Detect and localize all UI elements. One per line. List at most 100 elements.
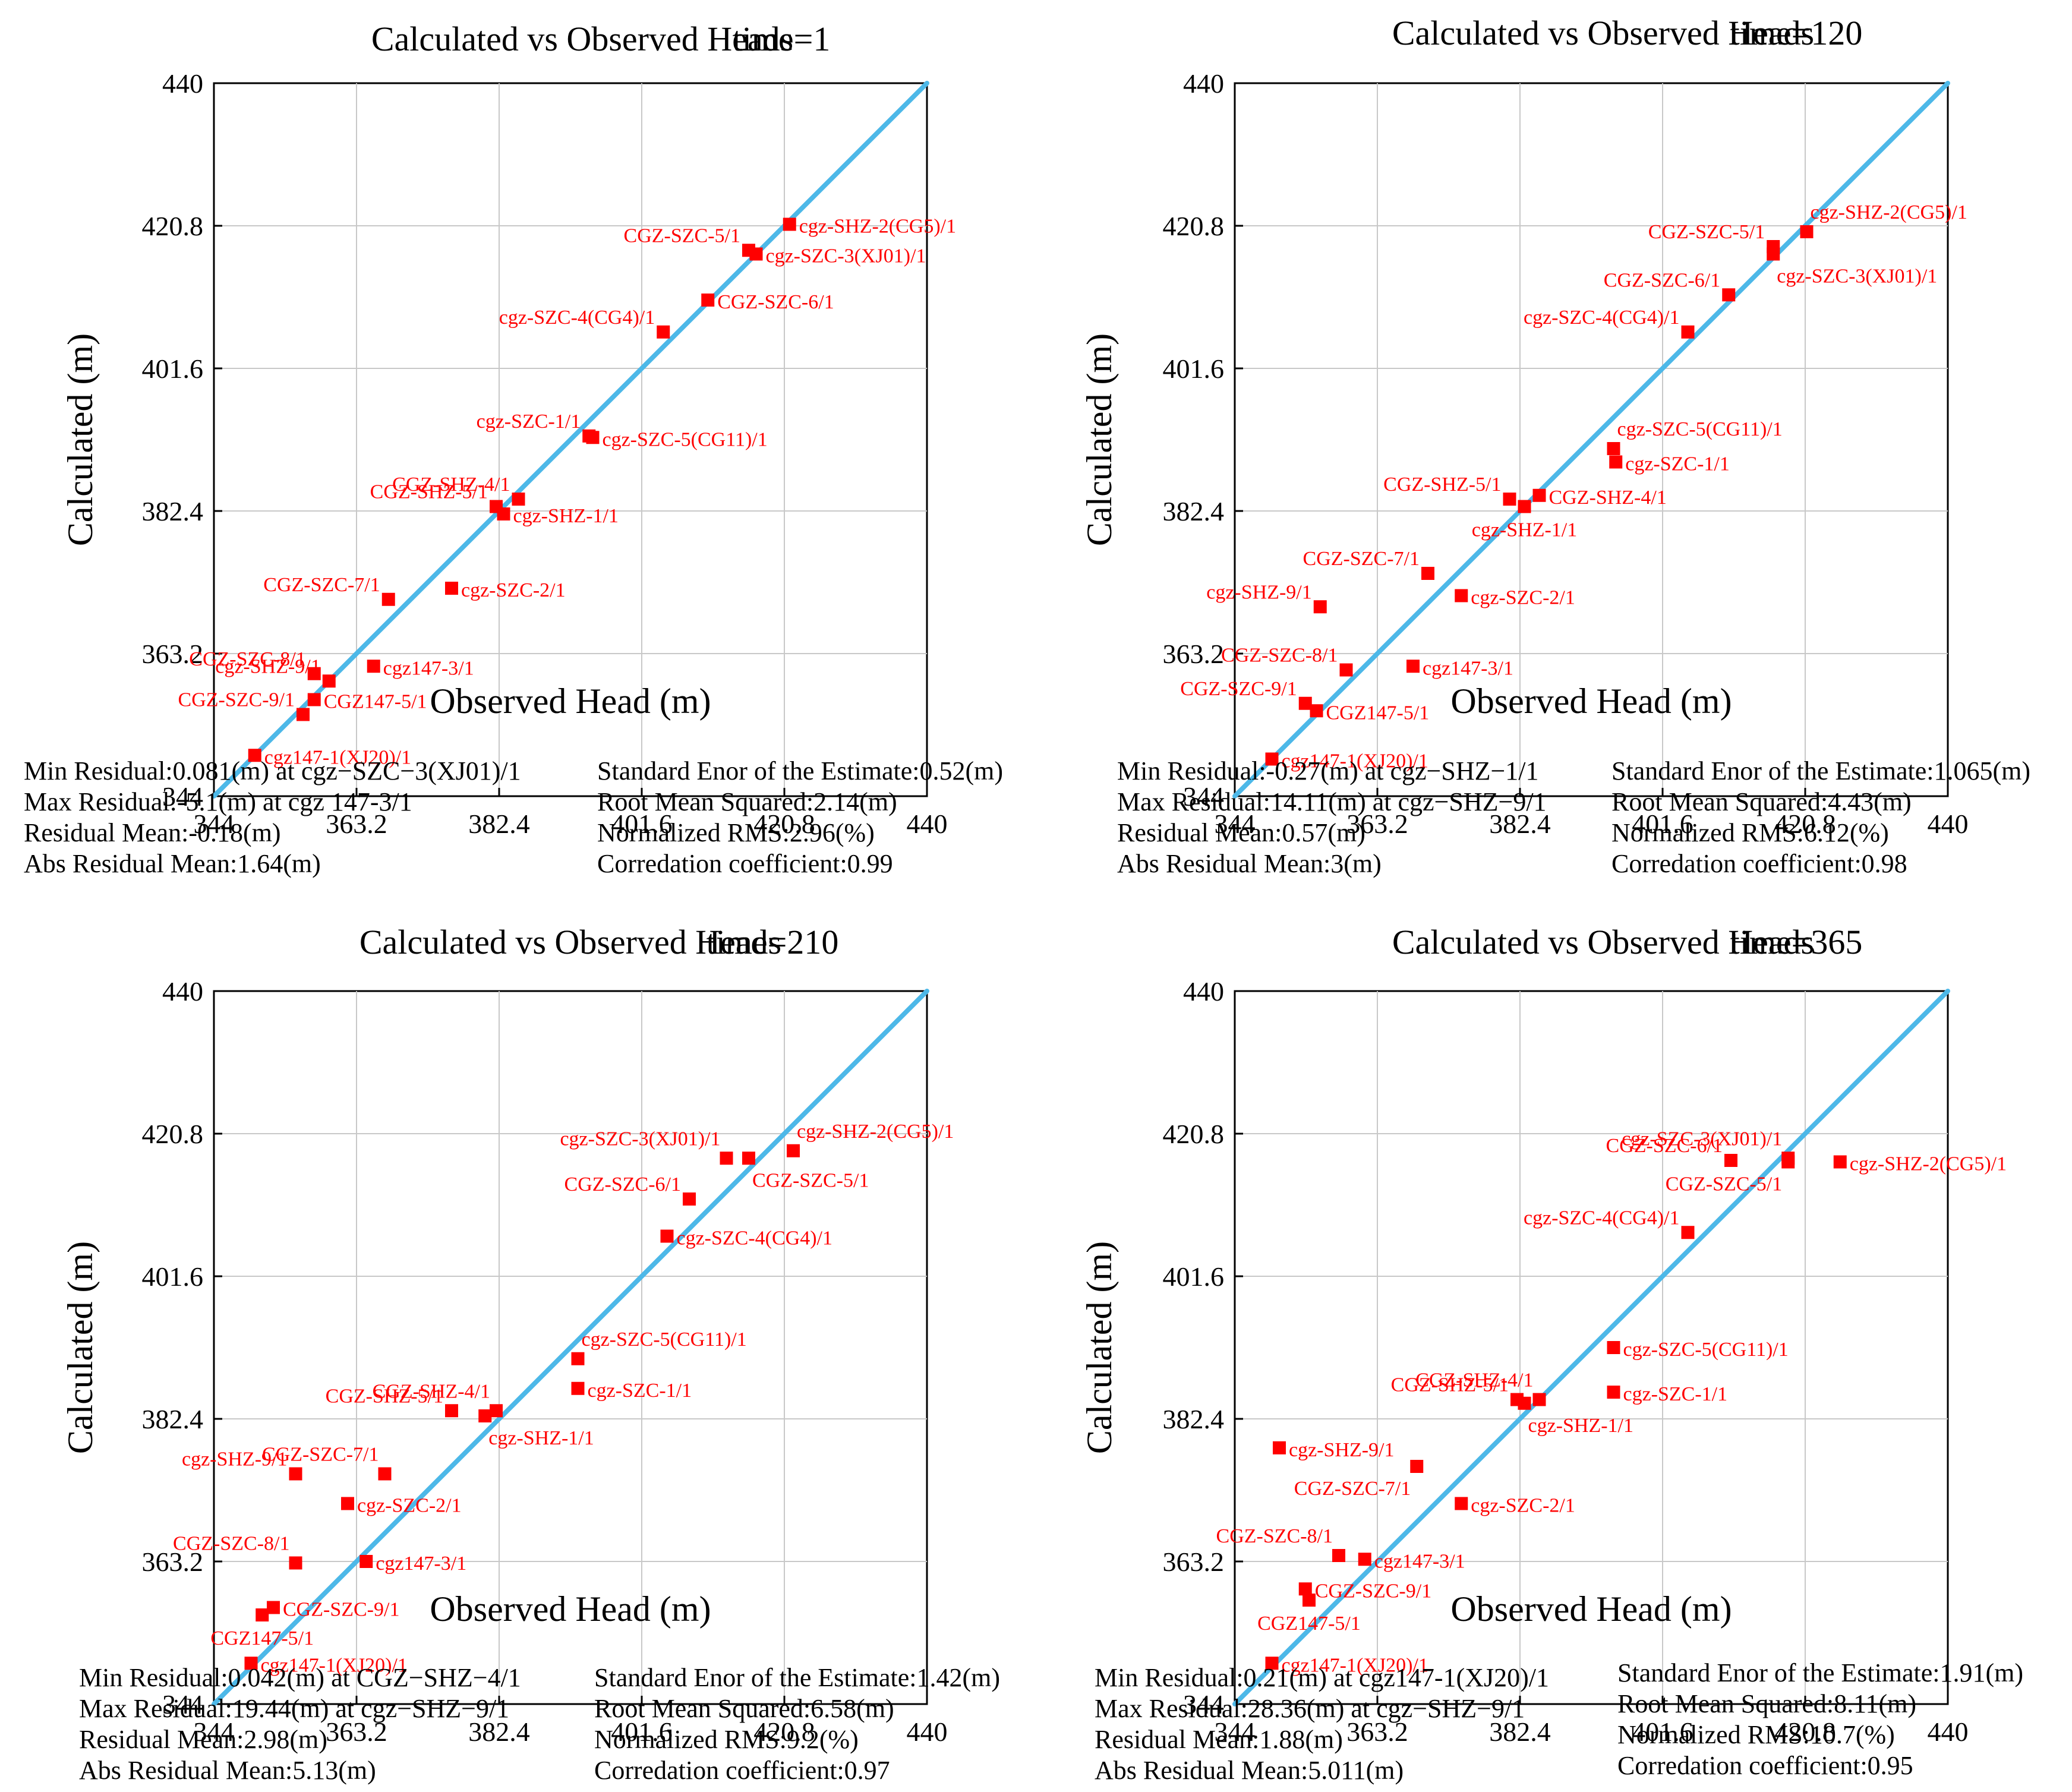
data-label: CGZ147-5/1 — [210, 1627, 314, 1649]
data-label: cgz-SHZ-1/1 — [1472, 519, 1578, 541]
data-label: cgz-SZC-3(XJ01)/1 — [1777, 266, 1937, 288]
stats-line: Max Residual:28.36(m) at cgz−SHZ−9/1 — [1095, 1694, 1525, 1723]
data-point — [1681, 1226, 1695, 1239]
data-label: cgz147-1(XJ20)/1 — [261, 1654, 408, 1676]
data-label: cgz-SHZ-9/1 — [1206, 581, 1312, 603]
data-label: cgz147-3/1 — [383, 657, 474, 679]
data-point — [1518, 1396, 1531, 1410]
stats-line: Root Mean Squared:8.11(m) — [1617, 1689, 1917, 1718]
stats-line: Min Residual:0.042(m) at CGZ−SHZ−4/1 — [79, 1663, 521, 1692]
y-tick-label: 401.6 — [1163, 1261, 1225, 1292]
data-point — [1455, 1497, 1468, 1510]
data-point — [445, 582, 458, 595]
data-point — [1410, 1460, 1424, 1473]
stats-line: Min Residual:0.081(m) at cgz−SZC−3(XJ01)… — [24, 756, 521, 785]
data-point — [381, 592, 395, 606]
x-axis-label: Observed Head (m) — [1450, 1589, 1732, 1629]
data-label: cgz-SZC-2/1 — [1471, 587, 1575, 609]
chart-time-label: time=210 — [707, 923, 839, 961]
x-tick-label: 344 — [1215, 809, 1256, 839]
stats-left-time-120: Min Residual:-0.27(m) at cgz−SHZ−1/1 Max … — [1117, 756, 1547, 879]
stats-line: Root Mean Squared:6.58(m) — [594, 1694, 894, 1723]
data-point — [256, 1608, 269, 1621]
y-tick-label: 363.2 — [142, 639, 204, 669]
stats-left-time-365: Min Residual:0.21(m) at cgz147-1(XJ20)/1… — [1095, 1662, 1549, 1786]
data-point — [1298, 1582, 1312, 1596]
chart-time-label: time=120 — [1730, 14, 1863, 52]
data-label: CGZ-SZC-9/1 — [283, 1599, 399, 1621]
y-tick-label: 344 — [1183, 781, 1224, 812]
data-label: CGZ-SHZ-5/1 — [370, 481, 488, 503]
stats-line: Normalized RMS:6.12(%) — [1611, 818, 1889, 847]
data-point — [683, 1192, 696, 1206]
y-tick-label: 420.8 — [1163, 211, 1225, 241]
data-point — [1800, 225, 1814, 238]
y-tick-label: 363.2 — [1163, 1547, 1225, 1577]
y-axis-label: Calculated (m) — [1080, 1241, 1119, 1454]
y-tick-label: 401.6 — [142, 1261, 204, 1292]
stats-line: Residual Mean:1.88(m) — [1095, 1725, 1343, 1754]
x-tick-label: 382.4 — [1489, 1717, 1551, 1747]
data-point — [1607, 442, 1620, 455]
data-label: cgz-SHZ-2(CG5)/1 — [797, 1121, 954, 1143]
chart-time-label: time=1 — [733, 20, 831, 58]
data-point — [341, 1497, 354, 1510]
chart-title: Calculated vs Observed Heads — [359, 923, 781, 961]
x-tick-label: 440 — [907, 809, 948, 839]
stats-line: Max Residual:-5.1(m) at cgz 147-3/1 — [24, 787, 412, 816]
x-tick-label: 344 — [194, 1717, 235, 1747]
data-point — [749, 247, 763, 261]
x-axis-label: Observed Head (m) — [430, 682, 711, 721]
data-label: CGZ-SZC-5/1 — [1648, 221, 1765, 243]
data-label: cgz-SHZ-1/1 — [513, 505, 619, 527]
data-label: CGZ-SZC-8/1 — [173, 1533, 289, 1555]
data-point — [571, 1381, 585, 1395]
data-label: CGZ-SHZ-4/1 — [1415, 1370, 1533, 1392]
data-point — [720, 1151, 733, 1165]
data-label: CGZ-SHZ-5/1 — [1391, 1374, 1509, 1396]
x-tick-label: 440 — [1928, 1717, 1969, 1747]
data-label: cgz-SHZ-1/1 — [488, 1427, 594, 1449]
data-label: cgz-SZC-2/1 — [461, 579, 566, 601]
data-point — [322, 674, 336, 688]
stats-line: Residual Mean:0.57(m) — [1117, 818, 1365, 847]
data-label: CGZ-SZC-8/1 — [1221, 645, 1338, 667]
stats-line: Normalized RMS:10.7(%) — [1617, 1720, 1895, 1749]
stats-line: Abs Residual Mean:1.64(m) — [24, 849, 321, 878]
stats-left-time-1: Min Residual:0.081(m) at cgz−SZC−3(XJ01)… — [24, 756, 521, 879]
data-label: cgz-SZC-5(CG11)/1 — [1617, 418, 1783, 440]
data-point — [1532, 488, 1546, 502]
data-point — [307, 667, 321, 680]
data-label: CGZ-SZC-6/1 — [1606, 1135, 1723, 1157]
x-tick-label: 401.6 — [1632, 809, 1693, 839]
data-label: cgz-SZC-1/1 — [477, 411, 581, 433]
data-point — [1298, 696, 1312, 710]
stats-line: Standard Enor of the Estimate:1.42(m) — [594, 1663, 1001, 1692]
chart-title: Calculated vs Observed Heads — [1392, 923, 1814, 961]
y-tick-label: 401.6 — [1163, 354, 1225, 384]
data-point — [1339, 663, 1353, 677]
stats-line: Abs Residual Mean:5.13(m) — [79, 1756, 376, 1785]
data-label: cgz-SZC-5(CG11)/1 — [1623, 1339, 1789, 1361]
data-point — [1722, 288, 1736, 302]
y-tick-label: 344 — [1183, 1689, 1224, 1720]
data-label: CGZ147-5/1 — [324, 691, 427, 713]
data-label: CGZ-SZC-7/1 — [1303, 548, 1420, 570]
data-point — [701, 294, 715, 307]
data-label: CGZ-SHZ-4/1 — [1549, 487, 1667, 509]
data-point — [1724, 1154, 1737, 1167]
data-label: CGZ-SZC-9/1 — [1180, 678, 1297, 700]
stats-right-time-120: Standard Enor of the Estimate:1.065(m) Ro… — [1611, 756, 2030, 879]
data-label: CGZ147-5/1 — [1326, 702, 1430, 724]
stats-line: Corredation coefficient:0.97 — [594, 1756, 890, 1785]
data-point — [1310, 704, 1323, 718]
data-point — [1265, 1657, 1279, 1670]
data-point — [1273, 1441, 1286, 1455]
x-tick-label: 401.6 — [1632, 1717, 1693, 1747]
y-tick-label: 344 — [162, 1689, 203, 1720]
stats-right-time-365: Standard Enor of the Estimate:1.91(m) Roo… — [1617, 1658, 2023, 1781]
stats-line: Min Residual:0.21(m) at cgz147-1(XJ20)/1 — [1095, 1663, 1549, 1692]
data-label: CGZ-SZC-7/1 — [263, 574, 380, 596]
data-label: cgz-SHZ-9/1 — [1289, 1439, 1395, 1461]
